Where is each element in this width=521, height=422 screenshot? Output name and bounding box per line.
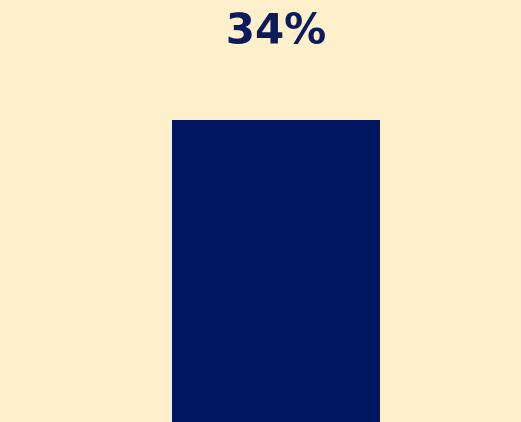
value-label: 34% [226,5,327,54]
bar [172,120,380,422]
